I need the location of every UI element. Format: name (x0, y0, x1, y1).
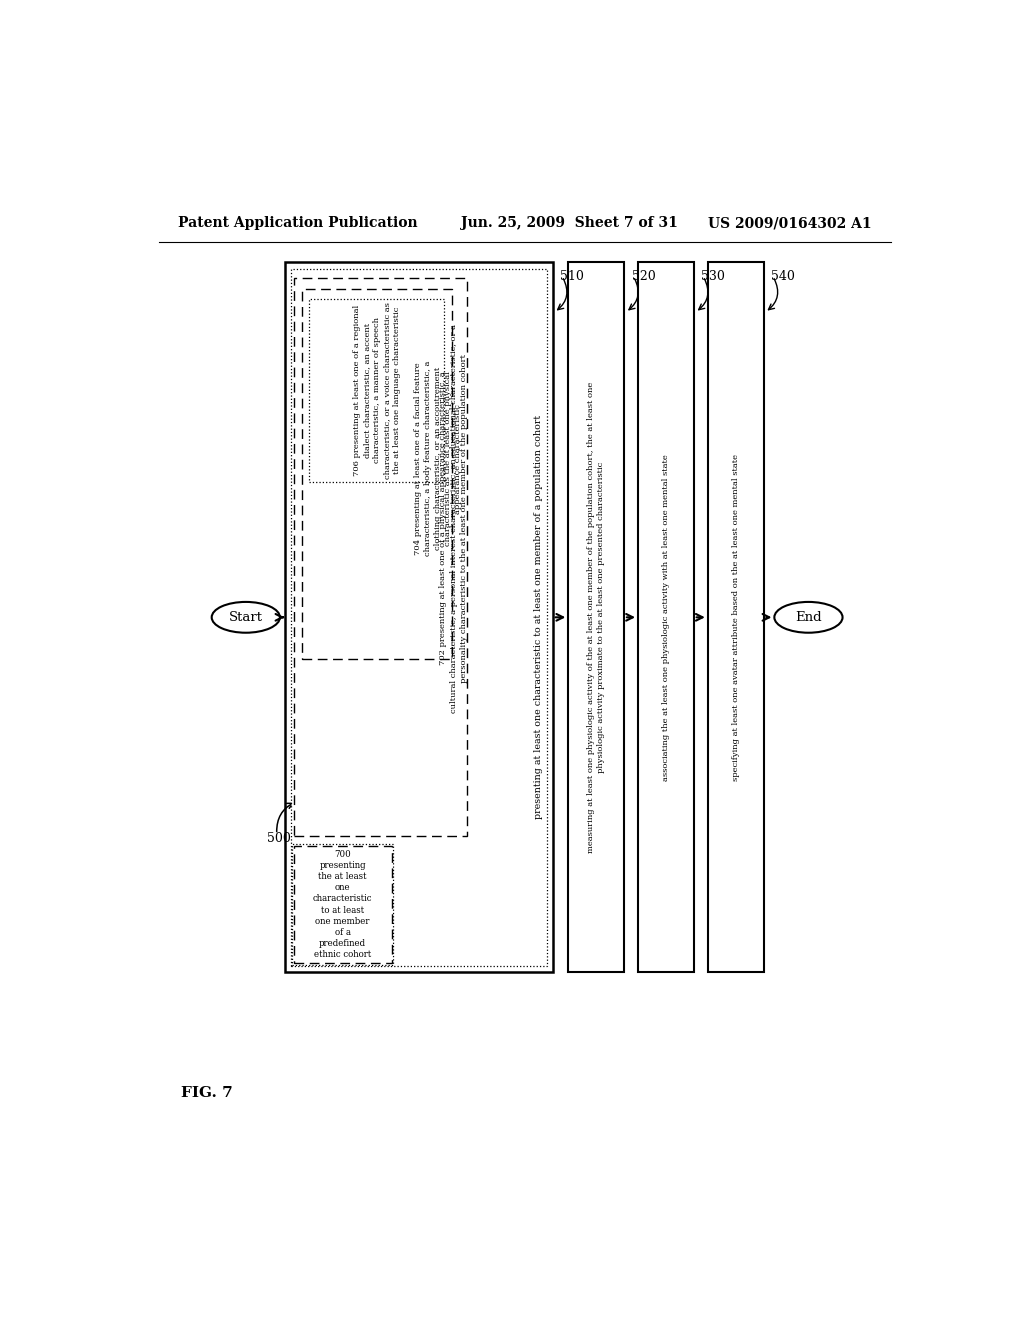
Text: Patent Application Publication: Patent Application Publication (178, 216, 418, 230)
Bar (708, 263, 764, 973)
Bar (294, 846, 391, 964)
Bar (302, 289, 452, 659)
Text: 500: 500 (267, 832, 292, 845)
Text: FIG. 7: FIG. 7 (180, 1086, 232, 1101)
Bar (309, 298, 444, 482)
Text: 540: 540 (771, 271, 795, 282)
Text: 702 presenting at least one of a physical appearance characteristic, a
cultural : 702 presenting at least one of a physica… (439, 323, 468, 713)
Bar (568, 263, 624, 973)
Text: 706 presenting at least one of a regional
dialect characteristic, an accent
char: 706 presenting at least one of a regiona… (352, 302, 401, 479)
Text: associating the at least one physiologic activity with at least one mental state: associating the at least one physiologic… (662, 454, 670, 780)
Text: specifying at least one avatar attribute based on the at least one mental state: specifying at least one avatar attribute… (731, 454, 739, 781)
Text: 700
presenting
the at least
one
characteristic
to at least
one member
of a
prede: 700 presenting the at least one characte… (313, 850, 373, 958)
Ellipse shape (774, 602, 843, 632)
Text: 704 presenting at least one of a facial feature
characteristic, a body feature c: 704 presenting at least one of a facial … (414, 360, 462, 557)
Ellipse shape (212, 602, 280, 632)
Text: 510: 510 (560, 271, 585, 282)
Bar (285, 263, 553, 973)
Text: 520: 520 (632, 271, 655, 282)
Text: US 2009/0164302 A1: US 2009/0164302 A1 (709, 216, 872, 230)
Text: measuring at least one physiologic activity of the at least one member of the po: measuring at least one physiologic activ… (587, 381, 605, 853)
Text: Jun. 25, 2009  Sheet 7 of 31: Jun. 25, 2009 Sheet 7 of 31 (461, 216, 678, 230)
Text: presenting at least one characteristic to at least one member of a population co: presenting at least one characteristic t… (535, 416, 544, 820)
Text: Start: Start (228, 611, 263, 624)
Bar (294, 277, 467, 836)
Text: End: End (796, 611, 822, 624)
Bar (638, 263, 693, 973)
Bar (291, 268, 547, 966)
Bar (292, 845, 393, 965)
Text: 530: 530 (701, 271, 725, 282)
